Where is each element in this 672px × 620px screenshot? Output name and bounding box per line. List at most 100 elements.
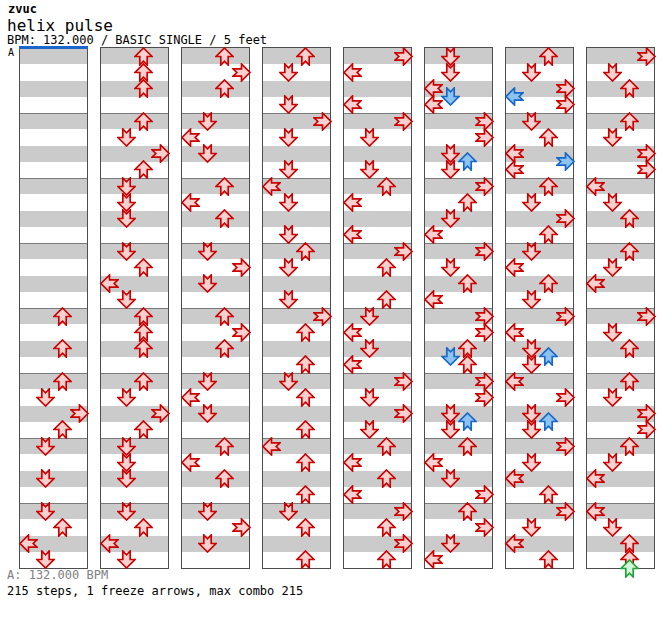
left-arrow-icon	[586, 274, 605, 293]
right-arrow-icon	[394, 47, 413, 66]
up-arrow-icon	[539, 412, 558, 431]
down-arrow-icon	[360, 388, 379, 407]
up-arrow-icon	[458, 152, 477, 171]
up-arrow-icon	[458, 193, 477, 212]
right-arrow-icon	[232, 518, 251, 537]
down-arrow-icon	[36, 388, 55, 407]
right-arrow-icon	[556, 209, 575, 228]
beat-row	[20, 243, 87, 259]
up-arrow-icon	[458, 437, 477, 456]
right-arrow-icon	[475, 518, 494, 537]
left-arrow-icon	[424, 290, 443, 309]
up-arrow-icon	[377, 550, 396, 569]
left-arrow-icon	[505, 534, 524, 553]
measure-panel	[343, 47, 412, 569]
up-arrow-icon	[620, 209, 639, 228]
right-arrow-icon	[637, 160, 656, 179]
beat-row	[20, 146, 87, 162]
down-arrow-icon	[117, 209, 136, 228]
right-arrow-icon	[475, 388, 494, 407]
left-arrow-icon	[343, 193, 362, 212]
left-arrow-icon	[505, 160, 524, 179]
left-arrow-icon	[505, 469, 524, 488]
up-arrow-icon	[296, 420, 315, 439]
left-arrow-icon	[343, 63, 362, 82]
right-arrow-icon	[637, 420, 656, 439]
down-arrow-icon	[279, 258, 298, 277]
left-arrow-icon	[181, 193, 200, 212]
down-arrow-icon	[36, 437, 55, 456]
beat-row	[20, 64, 87, 80]
up-arrow-icon	[620, 112, 639, 131]
right-arrow-icon	[394, 372, 413, 391]
right-arrow-icon	[556, 95, 575, 114]
right-arrow-icon	[394, 404, 413, 423]
up-arrow-icon	[53, 420, 72, 439]
up-arrow-icon	[296, 388, 315, 407]
left-arrow-icon	[343, 225, 362, 244]
measure-panel	[505, 47, 574, 569]
down-arrow-icon	[441, 534, 460, 553]
down-arrow-icon	[522, 193, 541, 212]
down-arrow-icon	[198, 372, 217, 391]
up-arrow-icon	[620, 372, 639, 391]
up-arrow-icon	[620, 79, 639, 98]
right-arrow-icon	[232, 258, 251, 277]
beat-row	[20, 178, 87, 194]
up-arrow-icon	[620, 437, 639, 456]
right-arrow-icon	[394, 242, 413, 261]
down-arrow-icon	[441, 63, 460, 82]
measure-panel	[424, 47, 493, 569]
right-arrow-icon	[475, 128, 494, 147]
down-arrow-icon	[117, 550, 136, 569]
left-arrow-icon	[343, 485, 362, 504]
right-arrow-icon	[475, 242, 494, 261]
up-arrow-icon	[53, 518, 72, 537]
footer-bpm: A: 132.000 BPM	[7, 568, 108, 582]
right-arrow-icon	[151, 404, 170, 423]
measure-panel	[262, 47, 331, 569]
up-arrow-icon	[134, 160, 153, 179]
right-arrow-icon	[232, 323, 251, 342]
up-arrow-icon	[134, 79, 153, 98]
up-arrow-icon	[539, 177, 558, 196]
up-arrow-icon	[377, 437, 396, 456]
right-arrow-icon	[313, 307, 332, 326]
down-arrow-icon	[441, 469, 460, 488]
left-arrow-icon	[262, 437, 281, 456]
right-arrow-icon	[70, 404, 89, 423]
left-arrow-icon	[586, 469, 605, 488]
right-arrow-icon	[394, 112, 413, 131]
up-arrow-icon	[296, 485, 315, 504]
right-arrow-icon	[151, 144, 170, 163]
down-arrow-icon	[360, 128, 379, 147]
up-arrow-icon	[134, 258, 153, 277]
up-arrow-icon	[377, 177, 396, 196]
right-arrow-icon	[232, 63, 251, 82]
freeze-up-arrow-icon	[620, 559, 639, 578]
beat-row	[20, 81, 87, 97]
up-arrow-icon	[53, 307, 72, 326]
measure-panel	[181, 47, 250, 569]
down-arrow-icon	[117, 388, 136, 407]
up-arrow-icon	[134, 518, 153, 537]
measure-separator	[20, 113, 87, 114]
right-arrow-icon	[394, 502, 413, 521]
up-arrow-icon	[296, 518, 315, 537]
down-arrow-icon	[279, 290, 298, 309]
right-arrow-icon	[556, 502, 575, 521]
up-arrow-icon	[296, 453, 315, 472]
measure-separator	[20, 178, 87, 179]
measure-panel	[100, 47, 169, 569]
left-arrow-icon	[181, 453, 200, 472]
down-arrow-icon	[198, 112, 217, 131]
down-arrow-icon	[522, 420, 541, 439]
beat-row	[20, 97, 87, 113]
down-arrow-icon	[198, 274, 217, 293]
down-arrow-icon	[603, 453, 622, 472]
beat-row	[20, 194, 87, 210]
down-arrow-icon	[198, 534, 217, 553]
down-arrow-icon	[522, 290, 541, 309]
down-arrow-icon	[279, 160, 298, 179]
down-arrow-icon	[36, 469, 55, 488]
